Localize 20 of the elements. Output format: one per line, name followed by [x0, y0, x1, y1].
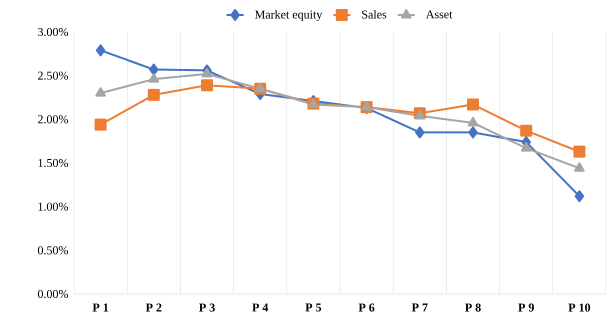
x-tick-label: P 8: [465, 304, 481, 312]
x-tick-label: P 5: [305, 304, 322, 312]
x-tick-label: P 1: [92, 304, 108, 312]
y-tick-label: 2.50%: [38, 72, 68, 80]
x-tick-label: P 6: [358, 304, 374, 312]
legend-label: Market equity: [254, 10, 322, 22]
x-tick-label: P 7: [412, 304, 428, 312]
legend-label: Sales: [362, 10, 386, 19]
legend-label: Asset: [426, 10, 452, 18]
x-tick-label: P 10: [568, 304, 590, 312]
x-tick-label: P 4: [252, 304, 268, 312]
y-tick-label: 1.50%: [38, 158, 68, 168]
y-tick-label: 3.00%: [38, 28, 68, 36]
y-tick-label: 1.00%: [38, 202, 68, 211]
y-tick-label: 2.00%: [38, 115, 68, 124]
y-tick-label: 0.50%: [38, 246, 68, 254]
y-tick-label: 0.00%: [38, 290, 68, 298]
x-tick-label: P 3: [199, 304, 215, 312]
x-tick-label: P 9: [518, 304, 534, 312]
x-tick-label: P 2: [146, 304, 162, 312]
